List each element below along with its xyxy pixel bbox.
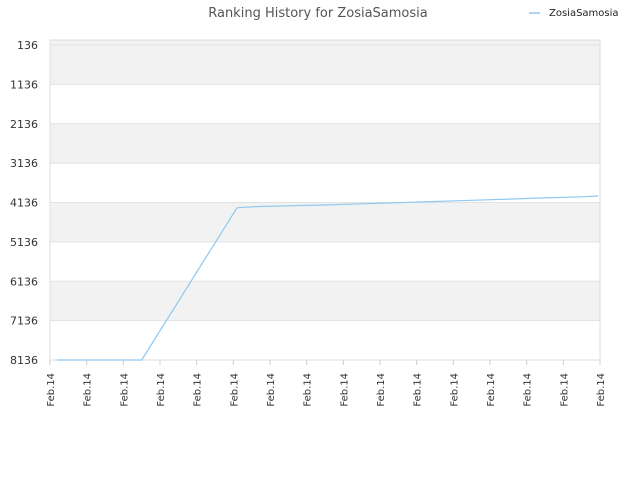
plot-band <box>50 123 600 164</box>
x-tick-label: Feb.14 <box>596 373 607 407</box>
legend-label: ZosiaSamosia <box>549 8 619 19</box>
x-tick-label: Feb.14 <box>119 373 130 407</box>
y-tick-label: 2136 <box>10 118 38 131</box>
x-tick-label: Feb.14 <box>83 373 94 407</box>
y-tick-label: 7136 <box>10 315 38 328</box>
plot-band <box>50 163 600 203</box>
y-tick-label: 8136 <box>10 354 38 367</box>
y-tick-label: 3136 <box>10 157 38 170</box>
x-tick-label: Feb.14 <box>413 373 424 407</box>
legend: ZosiaSamosia <box>529 8 619 19</box>
y-tick-label: 5136 <box>10 236 38 249</box>
series-line <box>57 195 599 361</box>
x-axis-ticks: Feb.14 Feb.14 Feb.14 Feb.14 Feb.14 Feb.14 Feb.… <box>46 360 607 407</box>
plot-bands <box>50 40 600 360</box>
x-tick-label: Feb.14 <box>449 373 460 407</box>
x-tick-label: Feb.14 <box>523 373 534 407</box>
chart-title: Ranking History for ZosiaSamosia <box>208 6 428 21</box>
x-tick-label: Feb.14 <box>193 373 204 407</box>
plot-band <box>50 40 600 85</box>
series-layer <box>57 195 599 361</box>
x-tick-label: Feb.14 <box>376 373 387 407</box>
plot-band <box>50 84 600 124</box>
plot-band <box>50 281 600 321</box>
y-tick-label: 1136 <box>10 78 38 91</box>
x-tick-label: Feb.14 <box>486 373 497 407</box>
plot-band <box>50 241 600 282</box>
y-axis-ticks: 136 1136 2136 3136 4136 5136 6136 7136 8136 <box>10 39 38 367</box>
x-tick-label: Feb.14 <box>266 373 277 407</box>
plot-band <box>50 320 600 360</box>
plot-band <box>50 202 600 242</box>
x-tick-label: Feb.14 <box>229 373 240 407</box>
x-tick-label: Feb.14 <box>46 373 57 407</box>
x-tick-label: Feb.14 <box>156 373 167 407</box>
y-tick-label: 6136 <box>10 275 38 288</box>
x-tick-label: Feb.14 <box>339 373 350 407</box>
x-tick-label: Feb.14 <box>303 373 314 407</box>
y-tick-label: 136 <box>17 39 38 52</box>
x-tick-label: Feb.14 <box>559 373 570 407</box>
plot-frame <box>49 39 601 361</box>
y-tick-label: 4136 <box>10 197 38 210</box>
